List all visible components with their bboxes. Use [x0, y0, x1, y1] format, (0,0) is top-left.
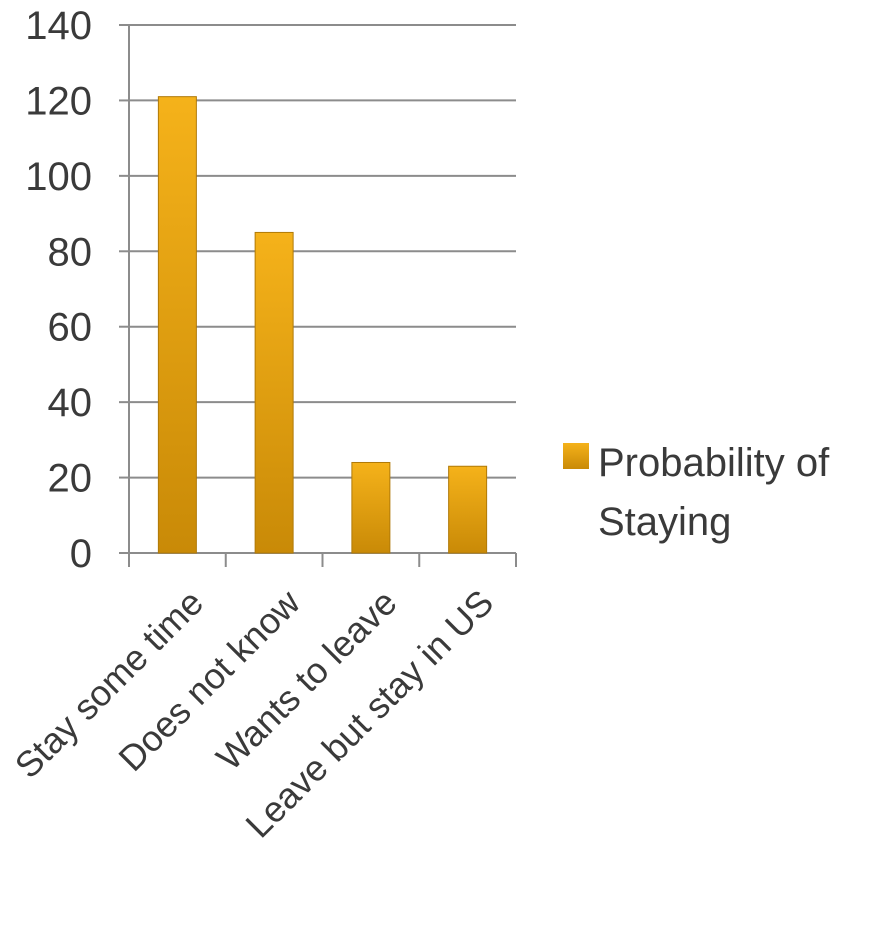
y-tick-labels: 0 20 40 60 80 100 120 140: [25, 4, 92, 576]
legend-swatch: [563, 443, 589, 469]
bar: [448, 465, 488, 554]
y-tick-label: 40: [48, 381, 93, 425]
y-tick-label: 80: [48, 230, 93, 274]
bar: [254, 231, 294, 554]
legend: Probability of Staying: [563, 441, 830, 544]
y-tick-label: 120: [25, 79, 92, 123]
y-tick-label: 140: [25, 4, 92, 48]
bar: [157, 96, 197, 554]
bars: [157, 96, 488, 554]
y-tick-label: 20: [48, 457, 93, 501]
y-tick-label: 60: [48, 306, 93, 350]
legend-label-line-2: Staying: [598, 500, 731, 544]
y-tick-label: 100: [25, 155, 92, 199]
legend-label-line-1: Probability of: [598, 441, 830, 485]
bar: [351, 461, 391, 554]
y-tick-label: 0: [70, 532, 92, 576]
